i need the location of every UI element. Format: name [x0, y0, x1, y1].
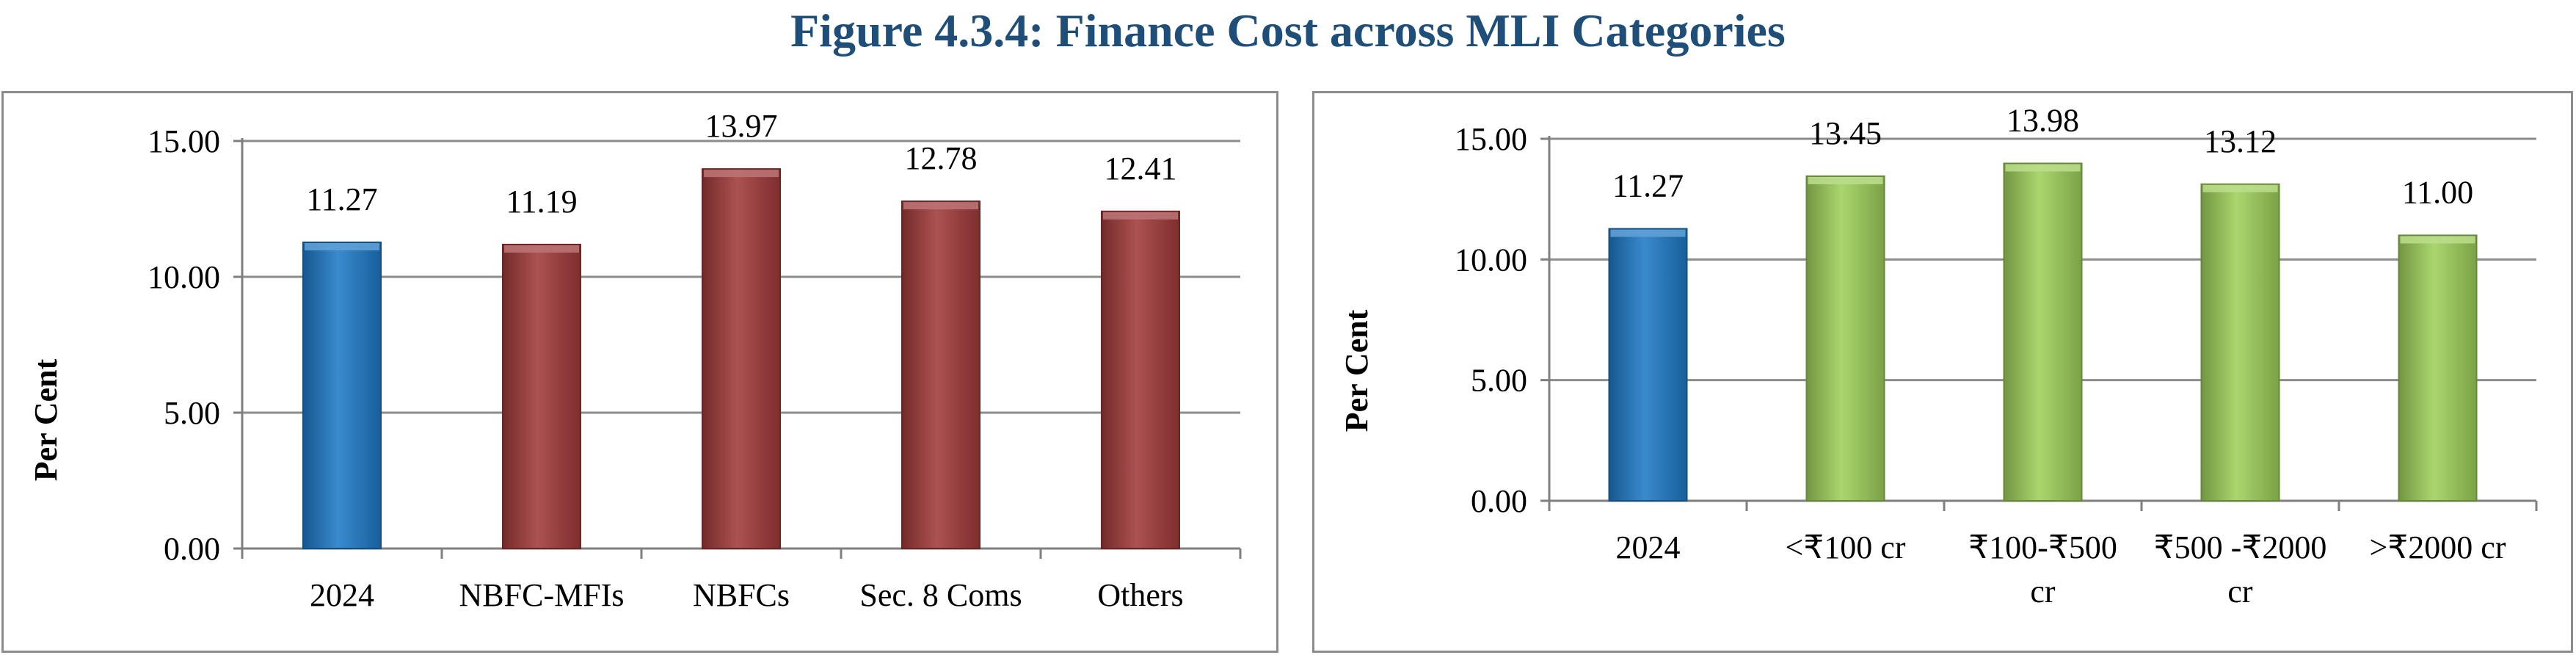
data-label: 13.45: [1809, 115, 1882, 151]
bar: [2003, 162, 2083, 502]
data-label: 11.27: [1612, 168, 1684, 204]
bar: [302, 242, 382, 549]
figure-title: Figure 4.3.4: Finance Cost across MLI Ca…: [790, 4, 1786, 57]
x-tick-label: ₹100-₹500: [1968, 529, 2117, 565]
y-tick-label: 15.00: [148, 123, 220, 159]
x-tick-label: NBFCs: [693, 577, 790, 613]
chart-panel-mli-categories: 0.00 5.00 10.00 15.00 Per Cent 11.27 2024 11.19…: [1, 91, 1278, 653]
y-tick-label: 15.00: [1455, 121, 1527, 157]
x-tick-label: Sec. 8 Coms: [859, 577, 1022, 613]
bar: [901, 200, 980, 549]
x-tick-label: <₹100 cr: [1786, 529, 1906, 565]
bar: [502, 243, 581, 549]
data-label: 12.78: [905, 140, 978, 176]
bar-top-highlight: [2005, 164, 2081, 172]
bar: [702, 168, 781, 550]
y-tick-label: 10.00: [148, 259, 220, 295]
data-label: 11.00: [2402, 174, 2473, 210]
bar-top-highlight: [305, 243, 379, 251]
bar-top-highlight: [2400, 236, 2475, 244]
y-tick-label: 10.00: [1455, 242, 1527, 278]
y-tick-label: 0.00: [1471, 483, 1527, 519]
y-tick-label: 0.00: [164, 531, 220, 567]
bar: [1805, 175, 1885, 502]
x-tick-label: 2024: [1616, 529, 1681, 565]
x-tick-label: cr: [2030, 573, 2056, 609]
y-tick-label: 5.00: [1471, 363, 1527, 399]
x-tick-label: NBFC-MFIs: [459, 577, 625, 613]
data-label: 11.19: [506, 184, 577, 220]
bar-top-highlight: [1610, 229, 1686, 237]
data-label: 12.41: [1105, 151, 1177, 187]
bar-chart-mli-categories: 0.00 5.00 10.00 15.00 Per Cent 11.27 2024 11.19…: [28, 108, 1242, 613]
chart-panel-mli-size: 0.00 5.00 10.00 15.00 Per Cent 11.27 2024 13.45…: [1312, 91, 2573, 653]
bar-chart-mli-size: 0.00 5.00 10.00 15.00 Per Cent 11.27 2024 13.45…: [1339, 103, 2538, 609]
bar-top-highlight: [504, 245, 579, 253]
bar: [2200, 183, 2280, 502]
bar: [2398, 234, 2478, 502]
x-tick-label: Others: [1097, 577, 1183, 613]
data-label: 13.12: [2204, 123, 2277, 159]
y-tick-label: 5.00: [164, 395, 220, 431]
bar-top-highlight: [903, 202, 978, 210]
x-tick-label: cr: [2227, 573, 2253, 609]
data-label: 13.98: [2006, 103, 2079, 139]
x-tick-label: ₹500 -₹2000: [2154, 529, 2327, 565]
bar: [1608, 228, 1688, 502]
bar: [1101, 210, 1180, 550]
bar-top-highlight: [2202, 184, 2278, 192]
bar-top-highlight: [1808, 176, 1883, 184]
y-axis-label: Per Cent: [1339, 309, 1375, 432]
data-label: 13.97: [705, 108, 778, 144]
y-axis-label: Per Cent: [28, 358, 64, 481]
data-label: 11.27: [306, 181, 377, 217]
bar-top-highlight: [704, 170, 779, 178]
x-tick-label: >₹2000 cr: [2370, 529, 2506, 565]
x-tick-label: 2024: [310, 577, 374, 613]
bar-top-highlight: [1103, 211, 1178, 220]
